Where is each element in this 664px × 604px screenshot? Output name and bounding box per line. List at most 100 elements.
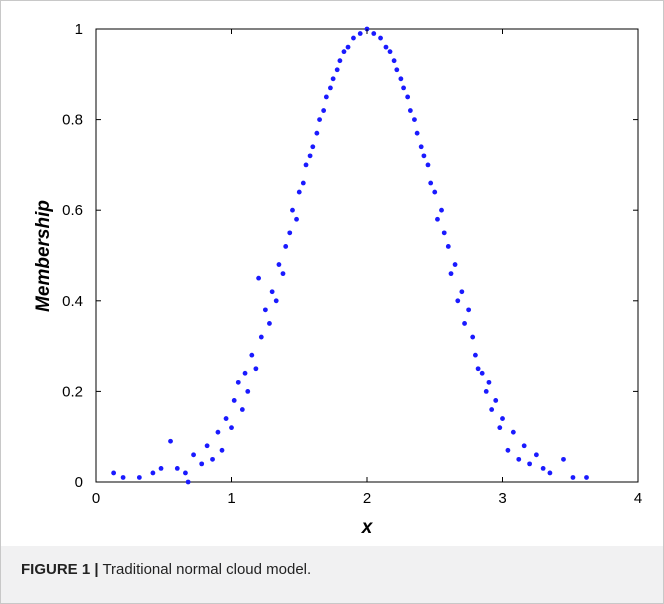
data-point — [215, 429, 221, 435]
data-point — [432, 189, 438, 195]
data-point — [219, 447, 225, 453]
x-tick-label: 0 — [92, 490, 100, 507]
y-tick-label: 0.6 — [62, 202, 83, 219]
data-point — [276, 262, 282, 267]
data-point — [489, 407, 495, 412]
data-point — [470, 334, 476, 340]
figure-caption: FIGURE 1 | Traditional normal cloud mode… — [21, 561, 311, 578]
y-axis-label: Membership — [33, 200, 54, 312]
x-axis-label: x — [361, 517, 374, 538]
data-point — [486, 379, 492, 385]
data-point — [321, 108, 327, 113]
data-point — [351, 35, 356, 41]
data-points — [111, 26, 589, 485]
data-point — [387, 49, 393, 55]
data-point — [287, 230, 293, 236]
data-point — [493, 398, 499, 403]
data-point — [314, 130, 320, 136]
data-point — [510, 429, 516, 435]
data-point — [168, 438, 173, 444]
data-point — [283, 244, 289, 249]
data-point — [462, 321, 467, 326]
data-point — [328, 85, 333, 91]
x-ticks: 0 1 2 3 4 — [92, 29, 642, 507]
data-point — [290, 207, 295, 213]
data-point — [561, 456, 566, 462]
data-point — [570, 475, 576, 480]
data-point — [300, 180, 306, 186]
data-point — [412, 117, 417, 122]
data-point — [398, 76, 404, 82]
data-point — [500, 416, 505, 421]
data-point — [296, 189, 302, 195]
data-point — [383, 44, 389, 50]
y-tick-label: 1 — [75, 21, 83, 38]
data-point — [185, 479, 191, 485]
data-point — [199, 461, 205, 467]
data-point — [191, 452, 196, 458]
data-point — [334, 67, 340, 73]
data-point — [158, 466, 164, 471]
data-point — [280, 271, 286, 277]
data-point — [150, 470, 156, 476]
y-ticks: 0 0.2 0.4 0.6 0.8 1 — [62, 21, 638, 491]
data-point — [249, 352, 255, 358]
plot-area — [95, 28, 639, 483]
data-point — [310, 144, 316, 150]
data-point — [516, 456, 522, 462]
data-point — [262, 307, 268, 313]
x-tick-label: 2 — [363, 490, 371, 507]
data-point — [428, 180, 434, 186]
data-point — [183, 470, 188, 476]
data-point — [425, 162, 431, 168]
data-point — [455, 298, 461, 304]
data-point — [229, 425, 234, 431]
y-tick-label: 0 — [75, 474, 83, 491]
data-point — [391, 58, 397, 64]
data-point — [210, 456, 215, 462]
data-point — [294, 216, 299, 222]
data-point — [521, 443, 527, 449]
data-point — [204, 443, 210, 449]
data-point — [401, 85, 406, 91]
data-point — [242, 370, 248, 376]
x-tick-label: 1 — [227, 490, 235, 507]
data-point — [475, 366, 481, 372]
data-point — [479, 370, 485, 376]
y-tick-label: 0.4 — [62, 293, 83, 310]
caption-text: Traditional normal cloud model. — [102, 561, 312, 578]
scatter-chart: 0 1 2 3 4 0 0.2 0.4 0.6 0.8 1 x Membership — [33, 21, 642, 538]
data-point — [441, 230, 447, 236]
data-point — [337, 58, 343, 64]
data-point — [330, 76, 336, 82]
data-point — [323, 94, 329, 100]
y-tick-label: 0.2 — [62, 383, 83, 400]
data-point — [273, 298, 279, 304]
data-point — [269, 289, 275, 295]
data-point — [307, 153, 313, 159]
data-point — [253, 366, 259, 372]
data-point — [317, 117, 322, 122]
data-point — [231, 398, 237, 403]
data-point — [111, 470, 117, 476]
x-tick-label: 4 — [634, 490, 642, 507]
data-point — [418, 144, 424, 150]
data-point — [540, 466, 546, 471]
data-point — [448, 271, 454, 277]
data-point — [120, 475, 126, 480]
data-point — [497, 425, 503, 431]
data-point — [239, 407, 245, 412]
data-point — [245, 389, 251, 394]
data-point — [394, 67, 400, 73]
data-point — [407, 108, 413, 113]
y-tick-label: 0.8 — [62, 112, 83, 129]
data-point — [421, 153, 427, 159]
data-point — [459, 289, 465, 295]
data-point — [258, 334, 264, 340]
data-point — [303, 162, 309, 168]
data-point — [445, 244, 451, 249]
x-tick-label: 3 — [498, 490, 506, 507]
data-point — [256, 275, 261, 281]
data-point — [378, 35, 383, 41]
